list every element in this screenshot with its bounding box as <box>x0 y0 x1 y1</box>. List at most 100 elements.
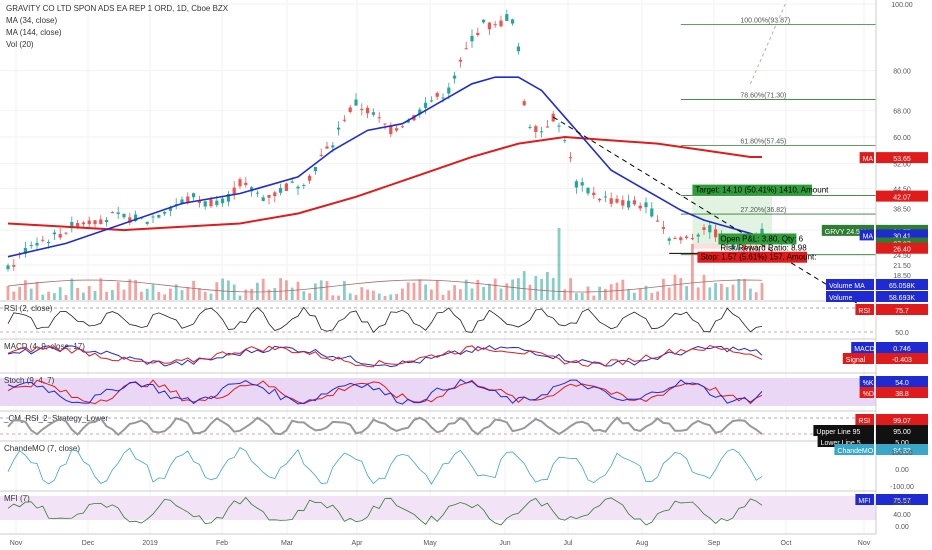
candle-body <box>232 187 236 195</box>
candle-body <box>29 245 33 247</box>
volume-bar <box>273 288 277 300</box>
panel-tag-value: 75.57 <box>893 498 911 505</box>
candle-body <box>290 181 294 183</box>
panel-tick: 80.00 <box>893 500 911 507</box>
candle-body <box>528 126 532 128</box>
panel-tick: 40.00 <box>893 512 911 519</box>
volume-bar <box>169 288 172 300</box>
candle-body <box>557 125 561 127</box>
candle-body <box>603 196 607 198</box>
panel-tag-value: -0.403 <box>892 357 912 364</box>
price-tag-label: GRVY 24.59% <box>825 229 870 236</box>
volume-bar <box>615 282 619 300</box>
volume-bar <box>679 278 683 300</box>
candle-body <box>354 99 358 106</box>
panel-tick: 50.0 <box>895 330 909 337</box>
volume-bar <box>754 292 758 300</box>
volume-bar <box>24 280 27 300</box>
candle-body <box>47 241 51 243</box>
volume-bar <box>383 295 387 300</box>
candle-body <box>540 131 544 133</box>
candle-body <box>255 192 259 194</box>
panel-tag-label-bg <box>855 494 874 505</box>
panel-tag-label-bg <box>817 436 874 447</box>
candle-body <box>342 119 346 121</box>
candle-body <box>151 216 155 218</box>
volume-tag-label: Volume <box>829 295 852 302</box>
candle-body <box>424 102 428 108</box>
x-tick-label: Nov <box>10 540 23 547</box>
candle-body <box>377 117 381 119</box>
panel-tag-value-bg <box>876 353 928 364</box>
x-tick-label: Nov <box>858 540 871 547</box>
candle-body <box>464 48 468 50</box>
volume-bar <box>308 293 311 300</box>
candle-body <box>673 237 677 239</box>
volume-bar <box>609 284 613 300</box>
volume-bar <box>563 289 567 300</box>
candle-body <box>58 234 62 238</box>
y-tick-label: 60.00 <box>893 135 911 142</box>
volume-bar <box>186 287 190 300</box>
candle-body <box>6 265 10 270</box>
panel-tag-value-bg <box>876 342 928 353</box>
volume-bar <box>493 278 497 300</box>
candle-body <box>23 247 27 254</box>
volume-bar <box>319 280 323 300</box>
volume-bar <box>180 290 184 300</box>
volume-bar <box>586 286 590 300</box>
y-tick-label: 18.50 <box>893 273 911 280</box>
target-label-bg <box>692 184 812 196</box>
volume-tag-value: 58.693K <box>889 295 915 302</box>
price-tag-value-bg <box>876 152 928 164</box>
y-tick-label: 21.50 <box>893 263 911 270</box>
volume-bar <box>667 287 671 300</box>
candle-body <box>470 35 474 42</box>
panel-tick: 0.00 <box>895 524 909 531</box>
volume-bar <box>522 271 526 300</box>
candle-body <box>192 193 196 198</box>
volume-bar <box>267 289 271 300</box>
candle-body <box>661 227 665 229</box>
volume-bar <box>575 293 578 300</box>
volume-bar <box>227 280 230 300</box>
candle-body <box>656 220 660 222</box>
panel-tag-value-bg <box>876 436 928 447</box>
stop-label: Stop: 1.57 (5.61%) 157, Amount: <box>700 253 816 262</box>
candle-body <box>627 200 631 208</box>
candle-body <box>545 126 549 128</box>
y-tick-label: 80.00 <box>893 69 911 76</box>
candle-body <box>447 87 451 94</box>
volume-bar <box>209 293 213 300</box>
volume-bar <box>737 278 741 300</box>
volume-bar <box>128 279 132 300</box>
price-tag-label: MA <box>863 156 874 163</box>
volume-bar <box>157 291 161 300</box>
legend-ma144: MA (144, close) <box>6 28 62 37</box>
volume-bar <box>488 283 491 300</box>
panel-tag-value: 38.8 <box>895 391 909 398</box>
panel-tag-label-bg <box>813 425 874 436</box>
volume-bar <box>87 286 91 300</box>
volume-bar <box>656 291 659 300</box>
volume-bar <box>343 281 346 300</box>
y-tick-label: 68.00 <box>893 108 911 115</box>
open-pl-bg <box>718 233 797 245</box>
volume-bar <box>198 288 201 300</box>
volume-bar <box>389 294 393 300</box>
panel-tag-label: Lower Line 5 <box>821 440 861 447</box>
volume-bar <box>464 279 468 300</box>
volume-bar <box>296 281 300 300</box>
fib-level-label: 100.00%(93.87) <box>740 17 790 24</box>
volume-bar <box>145 288 149 300</box>
ma34-line <box>7 76 763 258</box>
candle-body <box>99 219 103 224</box>
volume-bar <box>279 278 282 300</box>
volume-bar <box>232 284 236 300</box>
panel-tag-label: Upper Line 95 <box>816 429 860 436</box>
price-tag-value: 26.40 <box>893 247 911 254</box>
candle-body <box>12 265 16 267</box>
panel-tag-value: 94.32 <box>893 448 911 455</box>
volume-bar <box>511 279 514 300</box>
